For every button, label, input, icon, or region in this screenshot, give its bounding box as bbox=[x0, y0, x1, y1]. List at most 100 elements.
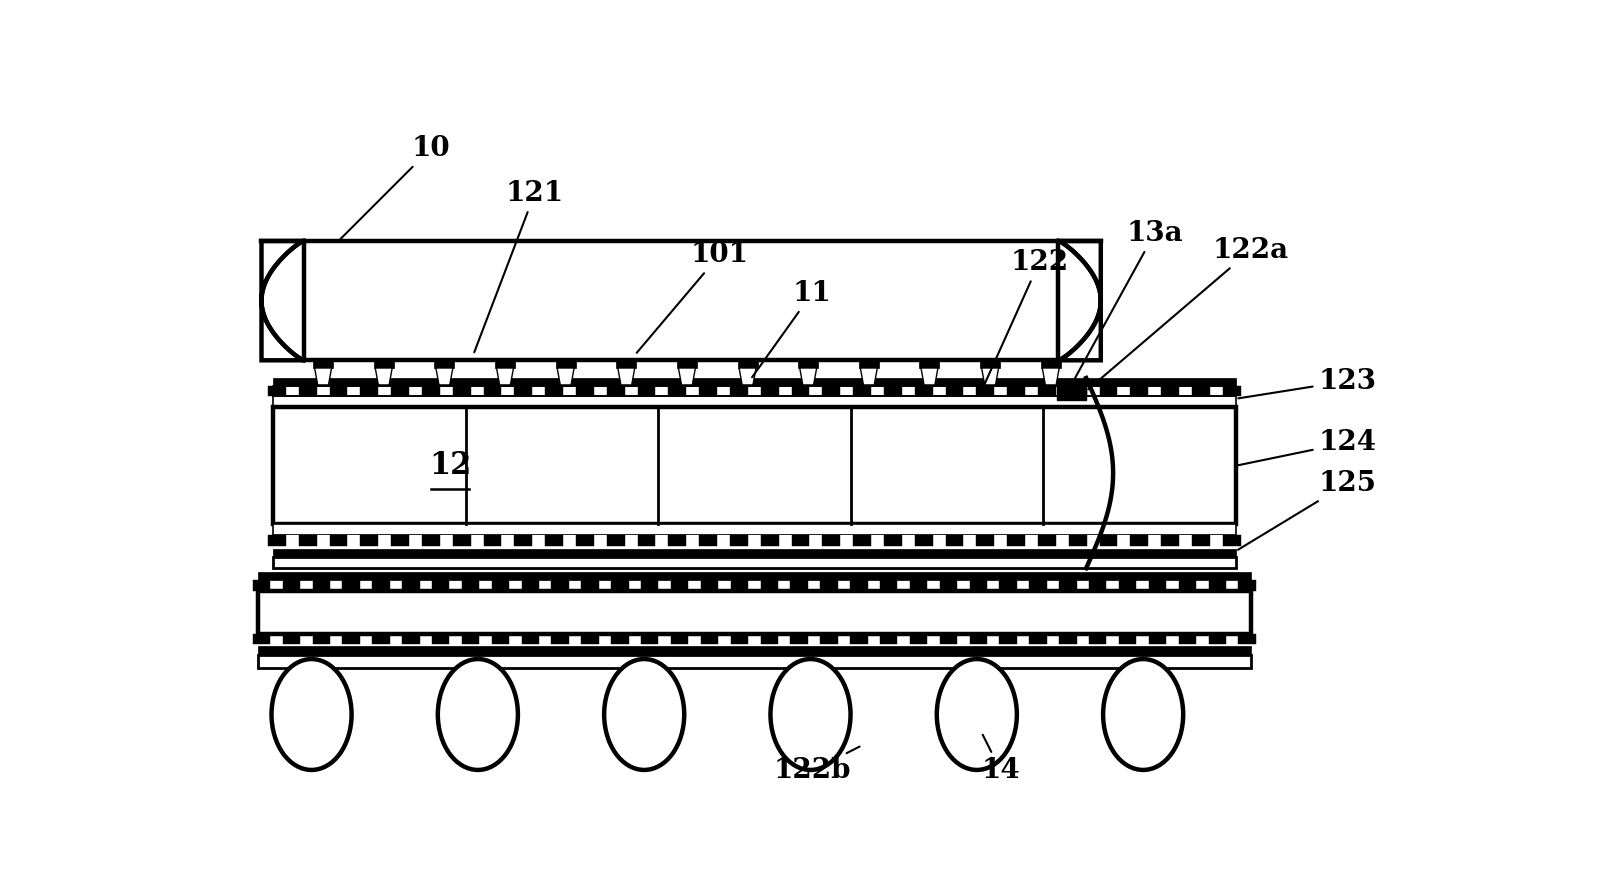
Bar bbox=[1090, 634, 1106, 644]
Bar bbox=[575, 535, 594, 546]
Bar bbox=[1099, 535, 1117, 546]
Bar bbox=[329, 535, 347, 546]
Bar bbox=[1119, 634, 1136, 644]
Bar bbox=[484, 386, 502, 396]
Bar bbox=[1149, 580, 1167, 590]
Bar bbox=[575, 386, 594, 396]
Bar bbox=[1130, 386, 1149, 396]
Ellipse shape bbox=[604, 659, 684, 770]
Bar bbox=[462, 634, 479, 644]
Bar bbox=[462, 580, 479, 590]
Bar bbox=[435, 360, 454, 368]
Bar bbox=[702, 580, 718, 590]
Bar bbox=[1238, 634, 1256, 644]
Polygon shape bbox=[981, 368, 999, 385]
Bar bbox=[452, 386, 471, 396]
Bar bbox=[730, 386, 748, 396]
Bar bbox=[976, 535, 994, 546]
Bar bbox=[1090, 580, 1106, 590]
Bar bbox=[970, 634, 988, 644]
Bar bbox=[403, 580, 420, 590]
Bar bbox=[850, 580, 868, 590]
Bar bbox=[342, 580, 360, 590]
Bar bbox=[484, 535, 502, 546]
Bar bbox=[431, 580, 449, 590]
Bar bbox=[1192, 386, 1210, 396]
Bar bbox=[1162, 535, 1179, 546]
Bar bbox=[299, 535, 316, 546]
Bar bbox=[1192, 535, 1210, 546]
Polygon shape bbox=[436, 368, 452, 385]
Bar bbox=[545, 535, 562, 546]
Text: 123: 123 bbox=[1238, 367, 1376, 398]
Bar bbox=[273, 524, 1235, 535]
Bar bbox=[515, 535, 532, 546]
Bar bbox=[909, 580, 927, 590]
Polygon shape bbox=[860, 368, 877, 385]
Bar bbox=[791, 580, 809, 590]
Bar bbox=[853, 386, 871, 396]
Bar bbox=[299, 386, 316, 396]
Bar bbox=[1162, 386, 1179, 396]
Bar bbox=[999, 634, 1016, 644]
Bar bbox=[671, 634, 689, 644]
Bar bbox=[403, 634, 420, 644]
Bar bbox=[607, 535, 625, 546]
Bar bbox=[492, 580, 510, 590]
Bar bbox=[1029, 634, 1047, 644]
Bar bbox=[761, 535, 778, 546]
Bar bbox=[638, 535, 655, 546]
Text: 11: 11 bbox=[753, 280, 831, 377]
Ellipse shape bbox=[438, 659, 518, 770]
Polygon shape bbox=[558, 368, 574, 385]
Bar bbox=[551, 580, 569, 590]
Bar bbox=[313, 580, 329, 590]
Bar bbox=[791, 634, 809, 644]
Bar bbox=[392, 535, 409, 546]
Bar bbox=[452, 535, 471, 546]
Bar bbox=[678, 360, 697, 368]
Text: 14: 14 bbox=[981, 735, 1020, 784]
Bar bbox=[360, 386, 379, 396]
Bar bbox=[257, 590, 1251, 634]
Polygon shape bbox=[799, 368, 817, 385]
Bar bbox=[641, 634, 658, 644]
Bar bbox=[273, 396, 1235, 407]
Polygon shape bbox=[1058, 241, 1101, 360]
Bar bbox=[1238, 580, 1256, 590]
Polygon shape bbox=[315, 368, 331, 385]
Bar bbox=[730, 634, 748, 644]
Bar bbox=[880, 580, 898, 590]
Bar bbox=[970, 580, 988, 590]
Bar bbox=[730, 535, 748, 546]
Polygon shape bbox=[376, 368, 392, 385]
Bar bbox=[372, 634, 390, 644]
Ellipse shape bbox=[770, 659, 850, 770]
Bar bbox=[738, 360, 757, 368]
Bar bbox=[1007, 535, 1024, 546]
Bar bbox=[257, 572, 1251, 580]
Bar bbox=[761, 634, 778, 644]
Bar bbox=[823, 386, 841, 396]
Bar bbox=[761, 386, 778, 396]
Bar bbox=[853, 535, 871, 546]
Bar bbox=[374, 360, 393, 368]
Text: 122: 122 bbox=[983, 249, 1067, 389]
Bar bbox=[273, 549, 1235, 557]
Bar bbox=[1059, 634, 1077, 644]
Bar bbox=[1149, 634, 1167, 644]
Bar bbox=[551, 634, 569, 644]
Text: 101: 101 bbox=[636, 242, 748, 353]
Bar bbox=[268, 535, 286, 546]
Polygon shape bbox=[1042, 368, 1059, 385]
Bar bbox=[668, 535, 686, 546]
Bar bbox=[492, 634, 510, 644]
Polygon shape bbox=[618, 368, 634, 385]
Bar bbox=[283, 634, 300, 644]
Bar bbox=[797, 360, 818, 368]
Bar bbox=[313, 360, 332, 368]
Bar bbox=[372, 580, 390, 590]
Bar bbox=[582, 634, 599, 644]
Bar bbox=[257, 646, 1251, 655]
Bar bbox=[976, 386, 994, 396]
